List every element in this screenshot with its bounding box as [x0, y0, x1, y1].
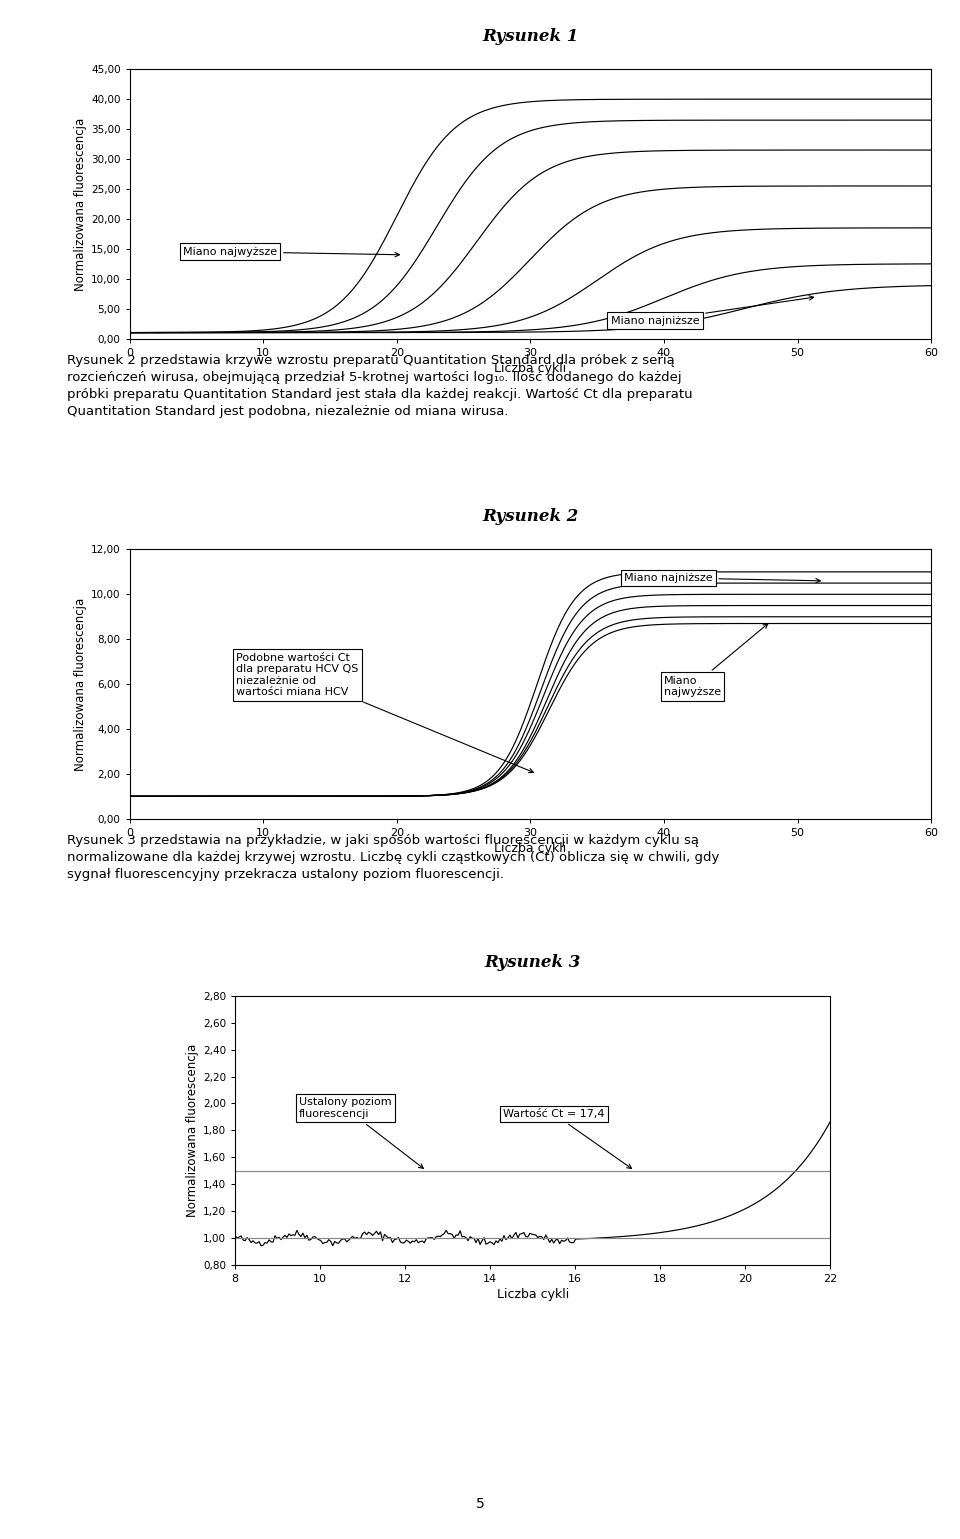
X-axis label: Liczba cykli: Liczba cykli: [494, 842, 566, 856]
Y-axis label: Normalizowana fluorescencja: Normalizowana fluorescencja: [74, 117, 86, 291]
Y-axis label: Normalizowana fluorescencja: Normalizowana fluorescencja: [74, 597, 86, 771]
Text: Ustalony poziom
fluorescencji: Ustalony poziom fluorescencji: [299, 1097, 423, 1168]
Text: Miano
najwyższe: Miano najwyższe: [664, 623, 768, 697]
Text: Podobne wartości Ct
dla preparatu HCV QS
niezależnie od
wartości miana HCV: Podobne wartości Ct dla preparatu HCV QS…: [236, 653, 534, 773]
Text: Miano najniższe: Miano najniższe: [624, 573, 820, 583]
Text: Rysunek 1: Rysunek 1: [482, 28, 579, 45]
Text: 5: 5: [475, 1497, 485, 1511]
Text: Wartość Ct = 17,4: Wartość Ct = 17,4: [503, 1110, 632, 1168]
Text: Rysunek 3: Rysunek 3: [485, 954, 581, 971]
Text: Miano najwyższe: Miano najwyższe: [183, 246, 399, 257]
Text: Rysunek 2: Rysunek 2: [482, 508, 579, 525]
Text: Rysunek 2 przedstawia krzywe wzrostu preparatu Quantitation Standard dla próbek : Rysunek 2 przedstawia krzywe wzrostu pre…: [67, 354, 693, 419]
Text: Miano najniższe: Miano najniższe: [611, 295, 814, 326]
X-axis label: Liczba cykli: Liczba cykli: [494, 362, 566, 376]
Text: Rysunek 3 przedstawia na przykładzie, w jaki sposób wartości fluorescencji w każ: Rysunek 3 przedstawia na przykładzie, w …: [67, 834, 720, 882]
X-axis label: Liczba cykli: Liczba cykli: [496, 1288, 569, 1302]
Y-axis label: Normalizowana fluorescencja: Normalizowana fluorescencja: [186, 1043, 199, 1217]
